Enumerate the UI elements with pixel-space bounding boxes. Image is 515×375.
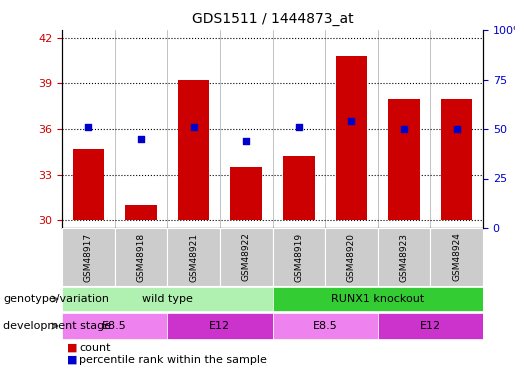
Text: E8.5: E8.5	[102, 321, 127, 331]
Point	[400, 126, 408, 132]
Text: E8.5: E8.5	[313, 321, 337, 331]
Point	[190, 124, 198, 130]
Text: percentile rank within the sample: percentile rank within the sample	[79, 355, 267, 365]
Bar	[230, 167, 262, 220]
Bar	[115, 228, 167, 286]
Bar	[388, 99, 420, 220]
Text: GSM48920: GSM48920	[347, 232, 356, 282]
Text: development stage: development stage	[3, 321, 111, 331]
Text: ■: ■	[67, 355, 77, 365]
Bar	[336, 56, 367, 220]
Point	[137, 136, 145, 142]
Text: count: count	[79, 343, 111, 353]
Point	[295, 124, 303, 130]
Title: GDS1511 / 1444873_at: GDS1511 / 1444873_at	[192, 12, 353, 26]
Bar	[167, 312, 272, 339]
Text: GSM48917: GSM48917	[84, 232, 93, 282]
Bar	[62, 228, 115, 286]
Text: GSM48922: GSM48922	[242, 232, 251, 281]
Bar	[431, 228, 483, 286]
Bar	[220, 228, 272, 286]
Bar	[325, 228, 377, 286]
Text: RUNX1 knockout: RUNX1 knockout	[331, 294, 424, 304]
Bar	[62, 312, 167, 339]
Bar	[125, 205, 157, 220]
Bar	[272, 228, 325, 286]
Text: wild type: wild type	[142, 294, 193, 304]
Bar	[62, 286, 272, 312]
Point	[453, 126, 461, 132]
Text: genotype/variation: genotype/variation	[3, 294, 109, 304]
Bar	[272, 286, 483, 312]
Bar	[272, 312, 377, 339]
Text: GSM48919: GSM48919	[294, 232, 303, 282]
Bar	[167, 228, 220, 286]
Point	[347, 118, 355, 124]
Text: GSM48921: GSM48921	[189, 232, 198, 282]
Text: GSM48918: GSM48918	[136, 232, 145, 282]
Bar	[178, 80, 210, 220]
Point	[84, 124, 92, 130]
Bar	[441, 99, 472, 220]
Text: E12: E12	[420, 321, 441, 331]
Bar	[377, 312, 483, 339]
Text: ■: ■	[67, 343, 77, 353]
Text: GSM48923: GSM48923	[400, 232, 408, 282]
Text: GSM48924: GSM48924	[452, 232, 461, 281]
Bar	[73, 149, 104, 220]
Point	[242, 138, 250, 144]
Text: E12: E12	[209, 321, 230, 331]
Bar	[377, 228, 431, 286]
Bar	[283, 156, 315, 220]
